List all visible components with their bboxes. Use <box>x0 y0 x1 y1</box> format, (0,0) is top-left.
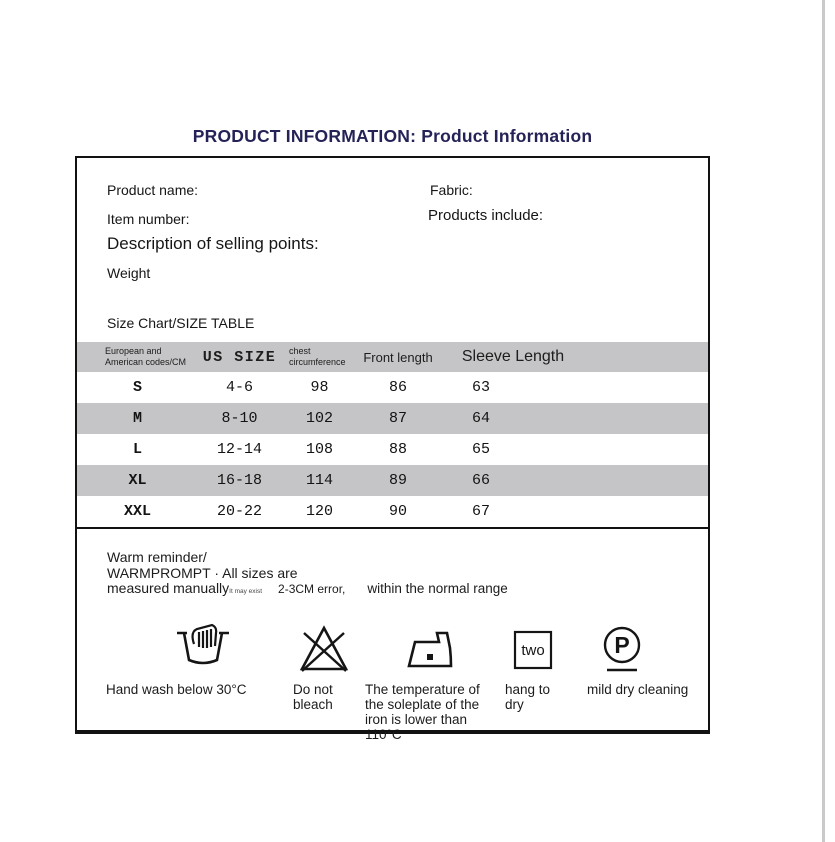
selling-points-label: Description of selling points: <box>107 234 319 253</box>
header-eu-codes: European and American codes/CM <box>77 346 198 368</box>
front-length-cell: 90 <box>388 503 407 520</box>
header-sleeve-length: Sleeve Length <box>461 348 565 365</box>
fabric-label: Fabric: <box>430 182 473 198</box>
box-bottom-border-line <box>75 730 710 732</box>
size-chart-section-title: Size Chart/SIZE TABLE <box>107 315 255 331</box>
us-size-cell: 16-18 <box>216 472 262 489</box>
size-row-l: L 12-14 108 88 65 <box>77 434 708 465</box>
front-length-cell: 88 <box>388 441 407 458</box>
care-label-hand-wash: Hand wash below 30°C <box>106 682 247 697</box>
page-title: PRODUCT INFORMATION: Product Information <box>192 125 593 146</box>
warm-reminder: Warm reminder/ WARMPROMPT · All sizes ar… <box>107 549 508 600</box>
header-us-size: US SIZE <box>202 348 277 366</box>
hang-to-dry-icon: two <box>513 630 553 670</box>
header-chest-line1: chest <box>289 346 311 357</box>
sleeve-length-cell: 64 <box>471 410 490 427</box>
us-size-cell: 12-14 <box>216 441 262 458</box>
do-not-bleach-icon <box>298 624 350 672</box>
weight-label: Weight <box>107 265 151 281</box>
reminder-line3: measured manuallyIt may exist 2-3CM error… <box>107 580 508 600</box>
header-eu-codes-line1: European and <box>105 346 162 357</box>
reminder-range-text: within the normal range <box>367 581 508 596</box>
size-row-xxl: XXL 20-22 120 90 67 <box>77 496 708 527</box>
hand-wash-icon <box>175 620 231 670</box>
us-size-cell: 4-6 <box>225 379 253 396</box>
chest-cell: 102 <box>305 410 333 427</box>
sleeve-length-cell: 66 <box>471 472 490 489</box>
size-cell: S <box>132 379 142 396</box>
sleeve-length-cell: 67 <box>471 503 490 520</box>
chest-cell: 120 <box>305 503 333 520</box>
size-cell: M <box>132 410 142 427</box>
chest-cell: 98 <box>310 379 329 396</box>
care-label-iron-temp: The temperature of the soleplate of the … <box>365 682 480 742</box>
front-length-cell: 86 <box>388 379 407 396</box>
product-info-box: Product name: Fabric: Item number: Produ… <box>75 156 710 742</box>
products-include-label: Products include: <box>428 207 544 224</box>
product-name-label: Product name: <box>107 182 199 198</box>
reminder-line2: WARMPROMPT · All sizes are <box>107 564 298 581</box>
size-row-s: S 4-6 98 86 63 <box>77 372 708 403</box>
sleeve-length-cell: 65 <box>471 441 490 458</box>
care-label-do-not-bleach: Do not bleach <box>293 682 333 712</box>
header-chest: chest circumference <box>281 346 358 368</box>
size-table-header-row: European and American codes/CM US SIZE c… <box>77 342 708 372</box>
dry-clean-icon: P <box>599 624 645 674</box>
size-cell: XL <box>128 472 147 489</box>
size-row-xl: XL 16-18 114 89 66 <box>77 465 708 496</box>
header-chest-line2: circumference <box>289 357 346 367</box>
header-eu-codes-line2: American codes/CM <box>105 357 187 367</box>
chest-cell: 114 <box>305 472 333 489</box>
care-label-dry-clean: mild dry cleaning <box>587 682 689 697</box>
us-size-cell: 20-22 <box>216 503 262 520</box>
size-table: European and American codes/CM US SIZE c… <box>77 342 708 527</box>
size-row-m: M 8-10 102 87 64 <box>77 403 708 434</box>
care-label-hang-to-dry: hang to dry <box>505 682 551 712</box>
us-size-cell: 8-10 <box>221 410 258 427</box>
sleeve-length-cell: 63 <box>471 379 490 396</box>
size-cell: XXL <box>123 503 151 520</box>
reminder-error-text: 2-3CM error, <box>278 582 346 596</box>
reminder-measured-text: measured manually <box>107 580 230 596</box>
front-length-cell: 87 <box>388 410 407 427</box>
reminder-tiny-text: It may exist <box>229 588 263 595</box>
table-bottom-divider <box>77 527 708 529</box>
dry-clean-icon-letter: P <box>614 632 629 658</box>
hang-to-dry-icon-text: two <box>521 642 544 659</box>
item-number-label: Item number: <box>107 211 190 227</box>
front-length-cell: 89 <box>388 472 407 489</box>
iron-low-temp-icon <box>405 628 455 670</box>
header-front-length: Front length <box>363 349 433 365</box>
chest-cell: 108 <box>305 441 333 458</box>
reminder-line1: Warm reminder/ <box>107 549 207 565</box>
size-cell: L <box>132 441 142 458</box>
page-edge-scrollbar-line <box>822 0 825 842</box>
